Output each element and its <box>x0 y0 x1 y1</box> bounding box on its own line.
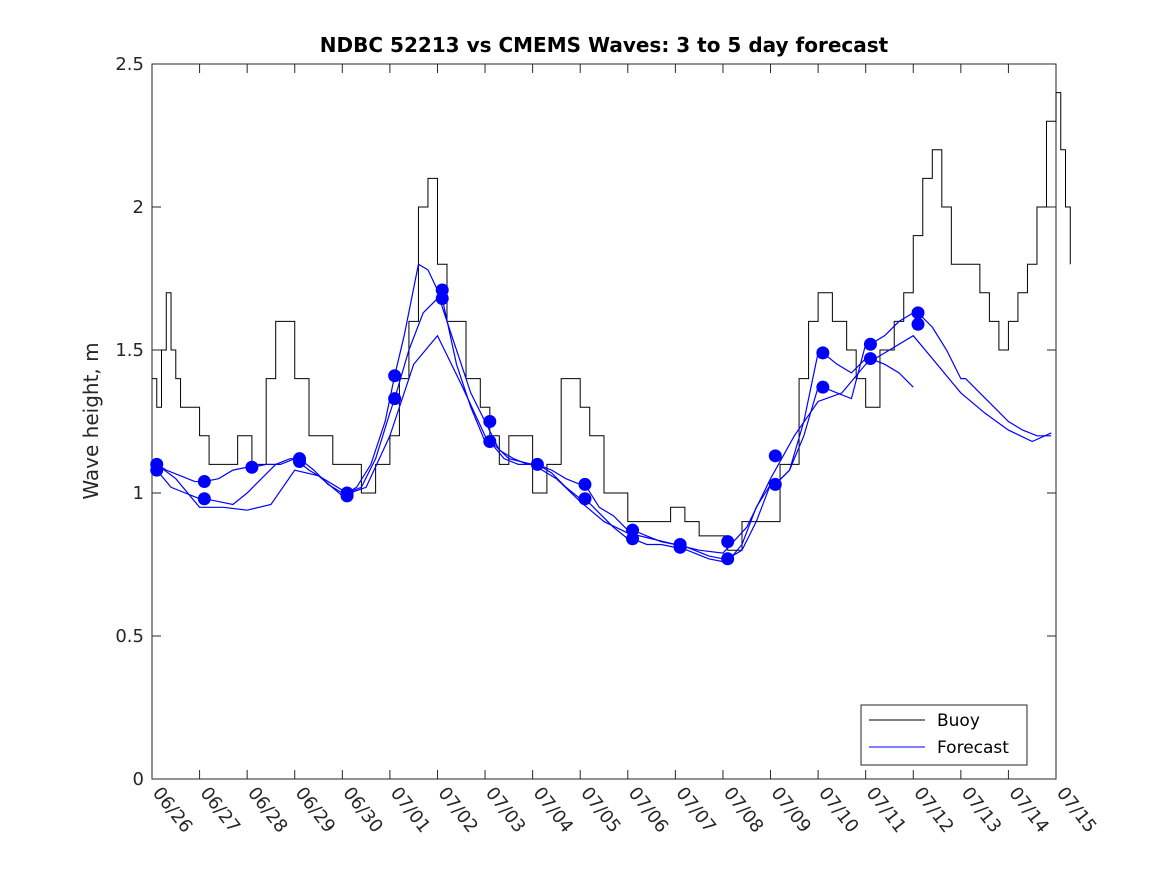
forecast-marker-point <box>863 352 877 366</box>
forecast-marker-point <box>530 457 544 471</box>
forecast-marker-point <box>388 392 402 406</box>
forecast-marker-point <box>150 463 164 477</box>
forecast-series-line-3 <box>156 334 1052 554</box>
y-tick-label: 0.5 <box>115 626 144 647</box>
chart-title: NDBC 52213 vs CMEMS Waves: 3 to 5 day fo… <box>320 33 889 57</box>
forecast-marker-point <box>816 346 830 360</box>
y-tick-label: 0 <box>133 769 144 790</box>
forecast-marker-point <box>388 369 402 383</box>
y-axis-label: Wave height, m <box>79 342 103 499</box>
forecast-marker-point <box>483 415 497 428</box>
y-tick-label: 1 <box>133 483 144 504</box>
legend-label-forecast: Forecast <box>937 738 1009 758</box>
forecast-marker-point <box>816 380 830 394</box>
forecast-marker-point <box>197 492 211 506</box>
forecast-marker-point <box>435 292 449 306</box>
buoy-series-line <box>152 92 1071 551</box>
forecast-marker-point <box>911 317 925 331</box>
forecast-series-line-1 <box>156 263 1052 560</box>
legend-box <box>860 704 1028 766</box>
forecast-marker-point <box>721 535 735 549</box>
forecast-marker-point <box>721 552 735 566</box>
forecast-marker-point <box>197 475 211 489</box>
legend-label-buoy: Buoy <box>937 711 980 731</box>
legend: Buoy Forecast <box>860 704 1028 766</box>
forecast-marker-point <box>863 337 877 351</box>
y-tick-label: 2 <box>133 197 144 218</box>
forecast-marker-point <box>768 449 782 463</box>
plot-area <box>151 63 1057 780</box>
y-tick-label: 2.5 <box>115 54 144 75</box>
forecast-marker-point <box>911 306 925 320</box>
forecast-marker-point <box>578 477 592 491</box>
forecast-marker-point <box>340 489 354 503</box>
forecast-marker-point <box>483 435 497 449</box>
forecast-marker-point <box>626 532 640 546</box>
forecast-marker-point <box>673 540 687 554</box>
forecast-marker-point <box>245 460 259 474</box>
y-tick-label: 1.5 <box>115 340 144 361</box>
forecast-marker-point <box>578 492 592 506</box>
forecast-marker-point <box>292 455 306 469</box>
forecast-marker-point <box>768 477 782 491</box>
marker-layer <box>150 283 925 566</box>
